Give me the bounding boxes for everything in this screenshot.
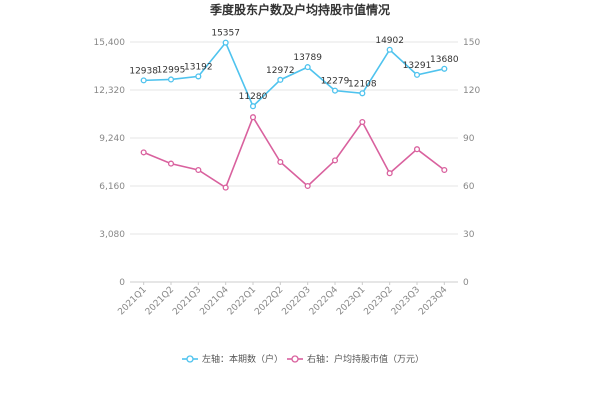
x-tick-label: 2023Q3 xyxy=(390,285,422,317)
series-2-point xyxy=(359,118,366,126)
right-axis-tick-label: 120 xyxy=(463,86,480,96)
left-axis: 0 3,080 6,160 9,240 12,320 15,400 xyxy=(94,38,126,288)
legend[interactable]: 左轴：本期数（户） 右轴：户均持股市值（万元） xyxy=(182,353,424,365)
series-2-point xyxy=(140,149,147,156)
series-1-point xyxy=(386,46,393,53)
data-label: 12938 xyxy=(129,66,158,76)
data-label: 13680 xyxy=(430,55,459,65)
right-axis: 0 30 60 90 120 150 xyxy=(463,38,480,288)
series-1-point xyxy=(140,77,147,84)
legend-item-1[interactable]: 左轴：本期数（户） xyxy=(182,353,283,365)
x-tick-label: 2022Q4 xyxy=(308,285,341,318)
series-line-1 xyxy=(143,41,445,108)
data-label: 11280 xyxy=(239,92,268,102)
series-1-point xyxy=(195,73,202,80)
data-label: 12108 xyxy=(348,79,377,89)
x-tick-label: 2022Q3 xyxy=(280,285,312,317)
legend-label: 右轴：户均持股市值（万元） xyxy=(307,353,424,365)
data-label: 13291 xyxy=(403,61,432,71)
series-1-point xyxy=(167,76,175,83)
x-tick-label: 2022Q1 xyxy=(226,285,258,317)
legend-label: 左轴：本期数（户） xyxy=(202,353,283,365)
legend-item-2[interactable]: 右轴：户均持股市值（万元） xyxy=(287,353,424,365)
right-axis-tick-label: 90 xyxy=(463,134,475,144)
data-label: 13789 xyxy=(293,53,322,63)
x-tick-label: 2021Q2 xyxy=(144,285,176,317)
right-axis-tick-label: 60 xyxy=(463,182,475,192)
data-label: 12279 xyxy=(321,77,350,87)
data-label: 13192 xyxy=(184,62,213,72)
series-1-point xyxy=(441,65,448,72)
left-axis-tick-label: 6,160 xyxy=(99,182,125,192)
series-line-2 xyxy=(143,115,445,189)
series-2-point xyxy=(277,158,284,166)
series-2-point xyxy=(386,170,393,177)
x-tick-label: 2023Q2 xyxy=(362,285,394,317)
legend-swatch-marker xyxy=(291,355,299,363)
series-2-point xyxy=(441,166,448,174)
right-axis-tick-label: 30 xyxy=(463,230,475,240)
left-axis-tick-label: 0 xyxy=(119,278,125,288)
series-2-point xyxy=(413,146,421,153)
series-2-point xyxy=(195,166,202,174)
data-label: 15357 xyxy=(211,29,240,39)
x-tick-label: 2022Q2 xyxy=(253,285,285,317)
series-1-point xyxy=(331,87,339,94)
series-1-point xyxy=(222,39,229,46)
data-label: 12995 xyxy=(157,65,186,75)
left-axis-tick-label: 12,320 xyxy=(94,86,126,96)
left-axis-tick-label: 9,240 xyxy=(99,134,125,144)
x-tick-label: 2021Q1 xyxy=(116,285,148,317)
series-1-point xyxy=(359,90,366,97)
series-2-point xyxy=(304,182,311,190)
series-2-point xyxy=(249,114,257,121)
series-2-point xyxy=(331,157,339,164)
data-label: 14902 xyxy=(375,36,404,46)
x-tick-label: 2023Q1 xyxy=(335,285,367,317)
x-axis: 2021Q12021Q22021Q32021Q42022Q12022Q22022… xyxy=(116,282,450,318)
series-1-point xyxy=(413,71,421,78)
x-tick-label: 2023Q4 xyxy=(417,285,450,318)
grid-lines xyxy=(130,41,458,235)
legend-swatch-marker xyxy=(186,355,194,363)
x-tick-label: 2021Q3 xyxy=(171,285,203,317)
series-2-point xyxy=(222,184,229,191)
right-axis-tick-label: 0 xyxy=(463,278,469,288)
data-label: 12972 xyxy=(266,66,295,76)
series-1-point xyxy=(304,64,311,71)
x-tick-label: 2021Q4 xyxy=(198,285,231,318)
right-axis-tick-label: 150 xyxy=(463,38,480,48)
left-axis-tick-label: 15,400 xyxy=(94,38,126,48)
series-2-point xyxy=(167,160,175,167)
series-1-point xyxy=(277,76,284,83)
series-1-point xyxy=(249,103,257,110)
chart-title: 季度股东户数及户均持股市值情况 xyxy=(209,2,390,17)
left-axis-tick-label: 3,080 xyxy=(99,230,125,240)
